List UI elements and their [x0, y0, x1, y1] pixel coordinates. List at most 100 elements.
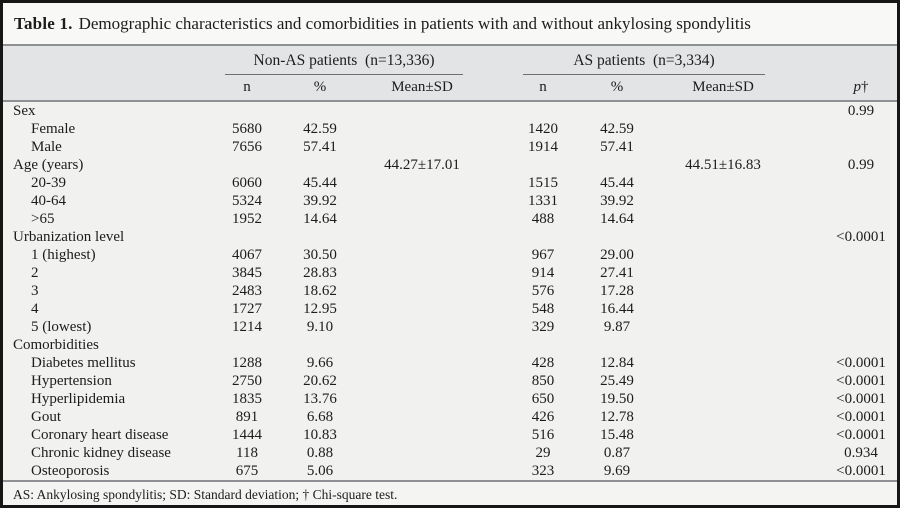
- cell-as-n: [513, 228, 573, 246]
- cell-as-n: 323: [531, 463, 555, 479]
- cell-as-pct: [573, 101, 661, 120]
- cell-nonas-pct: 39.92: [303, 193, 337, 209]
- cell-nonas-mean: [361, 462, 483, 480]
- cell-as-n: 329: [531, 319, 555, 335]
- cell-nonas-pct: 28.83: [303, 265, 337, 281]
- cell-nonas-n: 1288: [232, 355, 262, 371]
- col-header-as-pct: %: [573, 75, 662, 102]
- cell-nonas-mean: [361, 354, 483, 372]
- cell-p-value: [785, 210, 897, 228]
- cell-nonas-mean: [361, 282, 483, 300]
- cell-nonas-n: 675: [235, 463, 259, 479]
- table-row: Coronary heart disease 1444 10.83 516 15…: [3, 426, 897, 444]
- table-row: Age (years) 44.27±17.01 44.51±16.83 0.99: [3, 156, 897, 174]
- cell-as-pct: 19.50: [600, 391, 634, 407]
- cell-nonas-n: 2750: [232, 373, 262, 389]
- empty-header-cell: [3, 75, 215, 102]
- cell-nonas-n: [215, 156, 279, 174]
- cell-p-value: [785, 174, 897, 192]
- sub-header-row: n % Mean±SD n % Mean±SD p†: [3, 75, 897, 102]
- table-header: Non-AS patients (n=13,336) AS patients (…: [3, 44, 897, 102]
- cell-p-value: [785, 336, 897, 354]
- cell-nonas-mean: [361, 174, 483, 192]
- cell-as-mean: [661, 120, 785, 138]
- cell-as-n: 967: [531, 247, 555, 263]
- table-row: Hypertension 2750 20.62 850 25.49 <0.000…: [3, 372, 897, 390]
- cell-as-n: 650: [531, 391, 555, 407]
- cell-nonas-pct: [279, 156, 361, 174]
- cell-as-n: 1914: [528, 139, 559, 155]
- cell-gap: [483, 156, 513, 174]
- table-row: Comorbidities: [3, 336, 897, 354]
- cell-as-pct: 29.00: [600, 247, 634, 263]
- cell-nonas-n: 891: [235, 409, 259, 425]
- cell-as-pct: [573, 228, 661, 246]
- cell-nonas-n: 1214: [232, 319, 262, 335]
- col-header-as-n: n: [513, 75, 574, 102]
- empty-header-cell: [3, 44, 215, 75]
- cell-nonas-pct: [279, 101, 361, 120]
- cell-nonas-mean: 44.27±17.01: [384, 157, 460, 173]
- cell-gap: [483, 101, 513, 120]
- cell-nonas-pct: 12.95: [303, 301, 337, 317]
- cell-as-n: 516: [531, 427, 555, 443]
- cell-as-pct: 45.44: [600, 175, 634, 191]
- cell-nonas-n: 1835: [232, 391, 262, 407]
- cell-nonas-mean: [361, 372, 483, 390]
- row-label: Diabetes mellitus: [31, 355, 136, 371]
- cell-nonas-mean: [361, 318, 483, 336]
- cell-nonas-pct: 57.41: [303, 139, 337, 155]
- row-label: Hypertension: [31, 373, 112, 389]
- row-label: 40-64: [31, 193, 66, 209]
- table-row: Osteoporosis 675 5.06 323 9.69 <0.0001: [3, 462, 897, 480]
- cell-nonas-mean: [361, 264, 483, 282]
- cell-as-n: 428: [531, 355, 555, 371]
- cell-as-n: 1331: [528, 193, 559, 209]
- cell-nonas-pct: [279, 228, 361, 246]
- cell-as-mean: [661, 138, 785, 156]
- cell-nonas-mean: [361, 300, 483, 318]
- row-label: Comorbidities: [13, 337, 99, 353]
- cell-nonas-pct: 14.64: [303, 211, 337, 227]
- table-row: 20-39 6060 45.44 1515 45.44: [3, 174, 897, 192]
- row-label: Urbanization level: [13, 229, 125, 245]
- cell-as-n: 576: [531, 283, 555, 299]
- table-row: Hyperlipidemia 1835 13.76 650 19.50 <0.0…: [3, 390, 897, 408]
- cell-gap: [483, 120, 513, 138]
- cell-as-mean: [661, 101, 785, 120]
- table-row: Urbanization level <0.0001: [3, 228, 897, 246]
- cell-gap: [483, 444, 513, 462]
- cell-p-value: <0.0001: [836, 463, 886, 479]
- table-row: Female 5680 42.59 1420 42.59: [3, 120, 897, 138]
- row-label: Age (years): [13, 157, 84, 173]
- cell-as-mean: [661, 354, 785, 372]
- group-header-row: Non-AS patients (n=13,336) AS patients (…: [3, 44, 897, 75]
- cell-gap: [483, 390, 513, 408]
- cell-nonas-pct: 9.66: [306, 355, 334, 371]
- cell-as-pct: 15.48: [600, 427, 634, 443]
- cell-as-n: 548: [531, 301, 555, 317]
- cell-nonas-n: [215, 336, 279, 354]
- table-footnote: AS: Ankylosing spondylitis; SD: Standard…: [3, 480, 897, 505]
- cell-as-mean: [661, 426, 785, 444]
- cell-nonas-n: 4067: [232, 247, 262, 263]
- cell-nonas-mean: [361, 426, 483, 444]
- group-header-non-as-label: Non-AS patients (n=13,336): [253, 52, 435, 69]
- table-number: Table 1.: [14, 13, 73, 33]
- cell-nonas-pct: 10.83: [303, 427, 337, 443]
- cell-as-pct: 16.44: [600, 301, 634, 317]
- cell-as-mean: [661, 192, 785, 210]
- row-label: 20-39: [31, 175, 66, 191]
- table-row: Chronic kidney disease 118 0.88 29 0.87 …: [3, 444, 897, 462]
- cell-as-n: 29: [535, 445, 551, 461]
- cell-as-mean: [661, 372, 785, 390]
- cell-as-mean: [661, 408, 785, 426]
- cell-nonas-mean: [361, 120, 483, 138]
- cell-gap: [483, 228, 513, 246]
- cell-nonas-pct: 0.88: [306, 445, 334, 461]
- cell-p-value: [785, 264, 897, 282]
- cell-p-value: 0.99: [847, 157, 875, 173]
- cell-as-n: 1420: [528, 121, 559, 137]
- cell-as-mean: [661, 444, 785, 462]
- cell-nonas-n: [215, 228, 279, 246]
